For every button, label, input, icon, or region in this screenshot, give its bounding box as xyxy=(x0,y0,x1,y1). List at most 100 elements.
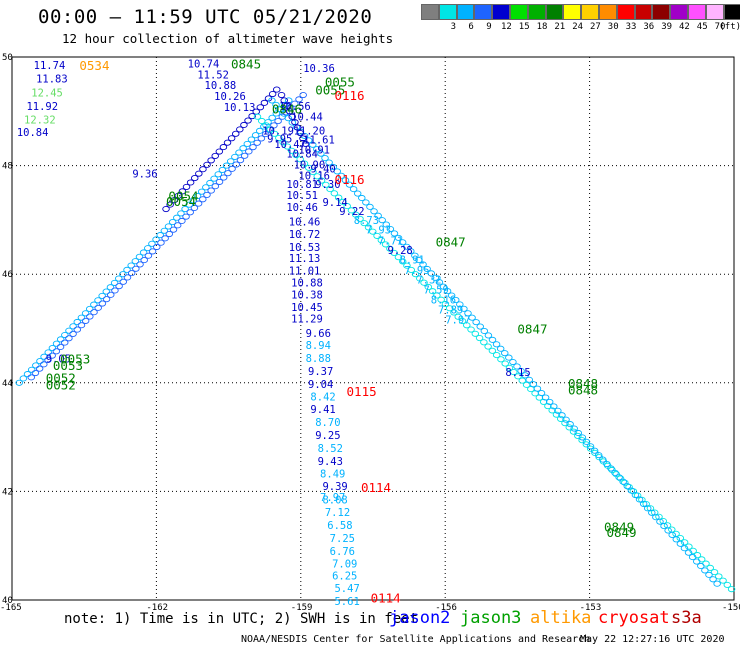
track-sample xyxy=(186,179,195,186)
track-sample xyxy=(214,171,223,178)
track-sample xyxy=(394,234,403,241)
track-sample xyxy=(441,300,450,308)
track-sample xyxy=(652,514,660,521)
track-sample xyxy=(156,232,164,239)
track-sample xyxy=(558,412,566,419)
track-sample xyxy=(492,341,501,348)
pass-time-label: 0055 xyxy=(325,74,355,89)
track-sample xyxy=(244,117,252,124)
track-sample xyxy=(236,157,245,164)
track-sample xyxy=(102,296,111,303)
x-tick-label: -159 xyxy=(291,603,313,613)
track-sample xyxy=(631,491,640,499)
track-sample xyxy=(497,356,505,363)
track-sample xyxy=(223,139,232,146)
swh-label: 10.19 xyxy=(262,125,294,137)
track-sample xyxy=(550,403,558,410)
track-sample xyxy=(427,270,435,277)
track-sample xyxy=(386,225,395,233)
track-sample xyxy=(313,146,321,153)
track-sample xyxy=(27,366,36,373)
track-sample xyxy=(688,554,697,561)
track-sample xyxy=(398,239,407,246)
track-sample xyxy=(574,429,583,437)
track-sample xyxy=(211,152,219,159)
track-sample xyxy=(240,121,248,129)
satellite-legend-altika: altika xyxy=(530,608,592,628)
track-sample xyxy=(334,194,343,201)
track-sample xyxy=(407,266,415,273)
swh-label: 9.25 xyxy=(315,430,340,442)
track-sample xyxy=(656,518,664,525)
track-sample xyxy=(27,374,36,381)
track-sample xyxy=(648,509,656,516)
track-sample xyxy=(190,204,199,212)
map-frame xyxy=(11,56,735,601)
track-sample xyxy=(170,197,178,204)
track-sample xyxy=(309,141,317,148)
legend-label: 12 xyxy=(501,22,512,32)
track-sample xyxy=(231,153,239,160)
track-sample xyxy=(299,135,307,142)
legend-label: 18 xyxy=(536,22,548,32)
track-sample xyxy=(65,335,73,342)
track-sample xyxy=(646,505,655,512)
swh-label: 7.97 xyxy=(445,314,470,326)
legend-label: 36 xyxy=(643,22,655,32)
track-sample xyxy=(135,253,144,260)
pass-time-label: 0849 xyxy=(606,525,636,540)
track-sample xyxy=(697,562,705,570)
x-tick-label: -150 xyxy=(722,603,740,613)
swh-label: 8.42 xyxy=(310,391,335,403)
track-sample xyxy=(123,274,132,281)
track-sample xyxy=(607,465,615,472)
track-sample xyxy=(65,327,73,334)
track-sample xyxy=(360,220,369,227)
track-sample xyxy=(152,236,160,243)
track-sample xyxy=(616,475,625,482)
track-sample xyxy=(301,140,310,147)
track-sample xyxy=(509,358,517,366)
track-sample xyxy=(132,265,140,272)
swh-label: 8.08 xyxy=(322,495,347,507)
track-sample xyxy=(428,288,437,295)
track-sample xyxy=(488,336,497,343)
legend-swatch xyxy=(527,4,546,20)
track-sample xyxy=(136,261,144,268)
legend-label: 33 xyxy=(625,22,637,32)
pass-time-label: 0055 xyxy=(315,83,345,98)
track-sample xyxy=(255,127,264,134)
track-sample xyxy=(144,245,152,252)
swh-label: 10.46 xyxy=(286,202,318,214)
track-sample xyxy=(182,183,191,190)
track-sample xyxy=(505,364,514,371)
color-legend xyxy=(421,4,740,22)
track-sample xyxy=(210,175,218,182)
track-sample xyxy=(32,362,40,369)
track-sample xyxy=(705,571,713,578)
track-sample xyxy=(295,96,303,103)
track-sample xyxy=(296,129,305,137)
track-sample xyxy=(615,474,623,481)
track-sample xyxy=(562,416,570,423)
legend-label: 24 xyxy=(572,22,584,32)
track-sample xyxy=(266,126,275,133)
track-sample xyxy=(257,135,266,142)
swh-label: 9.36 xyxy=(132,169,157,181)
legend-swatch xyxy=(670,4,688,20)
track-sample xyxy=(349,186,358,193)
legend-swatch xyxy=(456,4,475,20)
track-sample xyxy=(40,361,48,368)
legend-label: 27 xyxy=(590,22,601,32)
track-sample xyxy=(505,354,513,361)
track-sample xyxy=(261,131,270,138)
track-sample xyxy=(291,119,299,126)
track-sample xyxy=(275,134,283,142)
track-sample xyxy=(447,292,456,299)
track-sample xyxy=(207,157,215,164)
swh-label: 11.01 xyxy=(289,265,321,277)
track-sample xyxy=(727,586,736,593)
swh-label: 10.56 xyxy=(279,101,311,113)
swh-label: 9.37 xyxy=(308,366,333,378)
swh-label: 11.74 xyxy=(34,60,66,72)
